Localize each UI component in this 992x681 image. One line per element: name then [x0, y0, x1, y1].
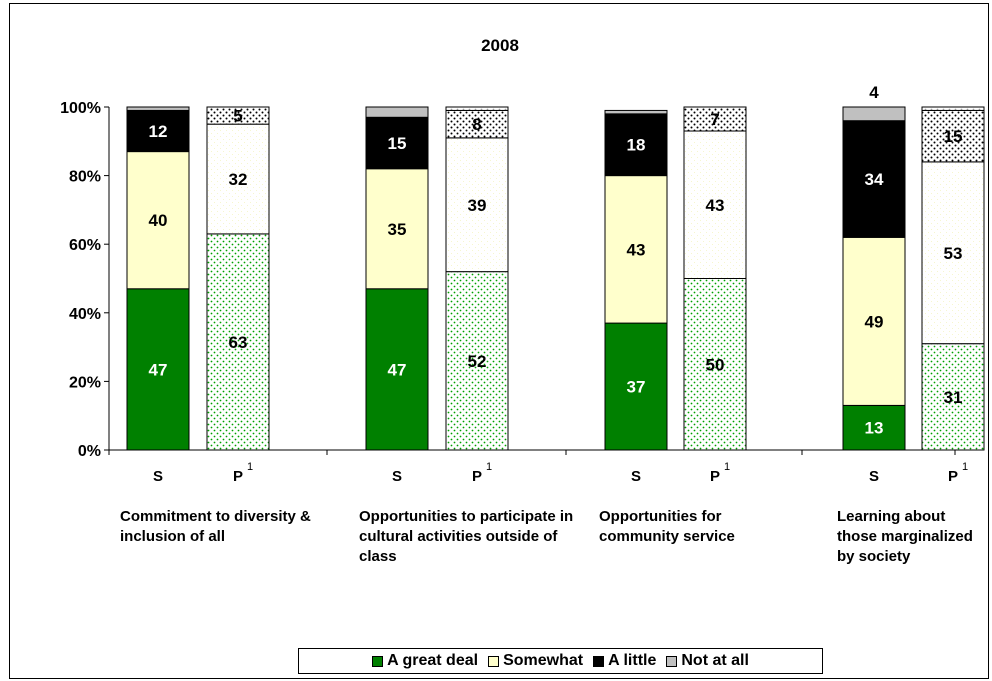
y-tick-label: 20% [69, 374, 101, 391]
bar-segment-not-at-all [445, 106, 509, 111]
chart-title: 2008 [481, 36, 519, 55]
x-tick-label: S [392, 468, 402, 485]
y-tick-label: 100% [60, 100, 101, 117]
data-label: 31 [944, 388, 963, 407]
bar-segment-not-at-all [842, 106, 906, 122]
legend-label: Not at all [681, 652, 749, 669]
y-tick-label: 80% [69, 169, 101, 186]
data-label: 4 [869, 83, 879, 102]
bar-segment-a-little [206, 106, 270, 125]
legend-label: A great deal [387, 652, 479, 669]
bar-segment-a-great-deal [842, 404, 906, 451]
y-tick-label: 40% [69, 306, 101, 323]
data-label: 18 [627, 136, 646, 155]
bar-segment-not-at-all [604, 109, 668, 115]
bar-segment-somewhat [683, 130, 747, 279]
data-label: 43 [627, 240, 646, 259]
data-label: 53 [944, 244, 963, 263]
data-labels: 474012S63325P1473515S52398P1374318S50437… [149, 83, 969, 485]
data-label: 47 [149, 360, 168, 379]
x-tick-superscript: 1 [247, 461, 253, 473]
bar-segment-a-great-deal [126, 288, 190, 451]
data-label: 37 [627, 378, 646, 397]
bar-segment-somewhat [445, 137, 509, 273]
data-label: 63 [229, 333, 248, 352]
bar-segment-a-little [126, 109, 190, 153]
group-label-3: Opportunities for community service [599, 508, 735, 545]
legend-swatch [488, 655, 500, 667]
legend-swatch [666, 655, 678, 667]
group-label-2: Opportunities to participate in cultural… [359, 508, 574, 565]
data-label: 12 [149, 122, 168, 141]
legend-item-a-little: A little [593, 652, 656, 670]
x-tick-label: P [710, 468, 720, 485]
bar-segment-somewhat [604, 175, 668, 324]
group-label-4: Learning about those marginalized by soc… [837, 508, 973, 565]
data-label: 35 [388, 220, 407, 239]
x-tick-label: P [472, 468, 482, 485]
data-label: 8 [472, 115, 481, 134]
bar-segment-a-little [683, 106, 747, 132]
bar-segment-a-great-deal [604, 322, 668, 451]
data-label: 15 [944, 127, 963, 146]
bar-segment-a-great-deal [365, 288, 429, 451]
bar-segment-somewhat [921, 161, 985, 345]
data-label: 49 [865, 312, 884, 331]
y-tick-label: 60% [69, 237, 101, 254]
group-label-1: Commitment to diversity & inclusion of a… [120, 508, 311, 545]
data-label: 32 [229, 170, 248, 189]
x-tick-label: P [233, 468, 243, 485]
x-tick-label: P [948, 468, 958, 485]
bar-segment-a-little [842, 120, 906, 238]
y-tick-label: 0% [78, 443, 101, 460]
x-tick-superscript: 1 [724, 461, 730, 473]
bars [126, 106, 985, 451]
bar-segment-a-little [921, 109, 985, 163]
legend-item-somewhat: Somewhat [488, 652, 583, 670]
bar-segment-a-great-deal [206, 233, 270, 451]
data-label: 50 [706, 355, 725, 374]
bar-segment-a-little [365, 116, 429, 170]
data-label: 40 [149, 211, 168, 230]
data-label: 34 [865, 170, 884, 189]
legend-item-a-great-deal: A great deal [372, 652, 478, 670]
bar-segment-not-at-all [921, 106, 985, 111]
bar-segment-a-great-deal [445, 271, 509, 451]
data-label: 43 [706, 196, 725, 215]
legend-label: Somewhat [503, 652, 584, 669]
legend: A great deal Somewhat A little Not at all [298, 648, 823, 674]
x-tick-label: S [869, 468, 879, 485]
bar-segment-not-at-all [365, 106, 429, 118]
bar-segment-somewhat [842, 236, 906, 406]
data-label: 7 [710, 110, 719, 129]
x-tick-superscript: 1 [486, 461, 492, 473]
data-label: 39 [468, 196, 487, 215]
legend-swatch [372, 655, 384, 667]
legend-item-not-at-all: Not at all [666, 652, 749, 670]
bar-segment-a-little [445, 109, 509, 139]
x-tick-label: S [153, 468, 163, 485]
legend-swatch [593, 655, 605, 667]
bar-segment-a-great-deal [921, 343, 985, 451]
data-label: 5 [233, 107, 242, 126]
bar-segment-somewhat [206, 123, 270, 235]
bar-segment-a-little [604, 113, 668, 177]
bar-segment-somewhat [126, 151, 190, 290]
data-label: 15 [388, 134, 407, 153]
data-label: 13 [865, 419, 884, 438]
x-tick-superscript: 1 [962, 461, 968, 473]
data-label: 52 [468, 352, 487, 371]
x-tick-label: S [631, 468, 641, 485]
bar-segment-not-at-all [126, 106, 190, 111]
data-label: 47 [388, 360, 407, 379]
legend-label: A little [608, 652, 657, 669]
